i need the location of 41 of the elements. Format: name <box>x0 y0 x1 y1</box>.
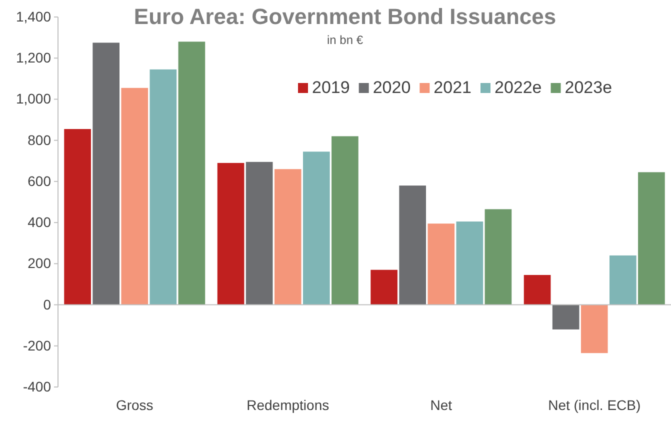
bar <box>580 304 608 354</box>
bar <box>332 136 358 305</box>
bar <box>399 186 426 305</box>
chart-title: Euro Area: Government Bond Issuances <box>134 4 556 29</box>
y-tick-label: 800 <box>28 132 52 148</box>
y-tick-label: 1,200 <box>16 50 52 66</box>
bar <box>246 162 273 305</box>
bar <box>552 304 580 330</box>
legend-label: 2022e <box>494 78 542 97</box>
y-tick-label: 1,400 <box>16 8 52 24</box>
bar <box>274 169 302 305</box>
legend-label: 2019 <box>312 78 350 97</box>
bar <box>150 69 177 305</box>
bar <box>638 172 665 305</box>
legend-label: 2021 <box>434 78 472 97</box>
bar <box>64 129 91 305</box>
legend-label: 2023e <box>564 78 612 97</box>
legend-label: 2020 <box>372 78 411 97</box>
bar <box>456 222 484 305</box>
bar <box>524 274 551 305</box>
y-tick-label: 1,000 <box>16 90 52 107</box>
bar <box>92 42 120 305</box>
text: in bn € <box>326 33 364 47</box>
y-tick-label: 600 <box>28 172 52 189</box>
y-tick-label: -400 <box>22 378 52 394</box>
y-tick-label: 200 <box>28 255 52 272</box>
y-tick-label: 400 <box>28 214 52 230</box>
bar <box>610 255 636 305</box>
bar <box>121 88 148 305</box>
bar <box>484 209 512 305</box>
bar <box>303 152 330 305</box>
bar <box>428 224 455 305</box>
x-tick-label: Redemptions <box>246 397 330 413</box>
x-tick-label: Net <box>430 397 452 413</box>
y-tick-label: -200 <box>22 337 52 354</box>
x-tick-label: Gross <box>116 397 154 413</box>
bar <box>370 270 398 305</box>
y-tick-label: 0 <box>43 296 52 312</box>
bar <box>178 42 206 305</box>
x-tick-label: Net (incl. ECB) <box>548 397 641 413</box>
bar <box>217 162 244 305</box>
